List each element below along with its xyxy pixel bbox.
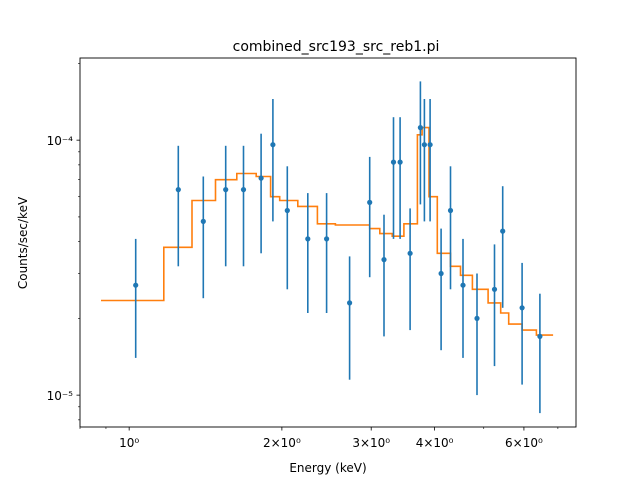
data-point bbox=[347, 300, 353, 306]
data-point bbox=[537, 333, 543, 339]
data-point bbox=[367, 199, 373, 205]
axis-ticks: 10⁰ 2×10⁰ 3×10⁰ 4×10⁰ 6×10⁰ 10⁻⁵ 10⁻⁴ bbox=[47, 63, 559, 450]
data-point bbox=[175, 187, 181, 193]
plot-area bbox=[101, 81, 554, 414]
data-point bbox=[407, 250, 413, 256]
data-point bbox=[200, 218, 206, 224]
x-axis-label: Energy (keV) bbox=[289, 461, 366, 475]
y-tick-label: 10⁻⁴ bbox=[47, 134, 74, 148]
data-point bbox=[133, 282, 139, 288]
data-point bbox=[305, 236, 311, 242]
data-point bbox=[460, 282, 466, 288]
data-point bbox=[447, 207, 454, 214]
data-point bbox=[270, 142, 276, 148]
axes-frame bbox=[79, 57, 577, 428]
data-point bbox=[381, 257, 387, 263]
y-tick-label: 10⁻⁵ bbox=[47, 389, 74, 403]
data-point bbox=[491, 286, 498, 292]
x-tick-label: 2×10⁰ bbox=[263, 436, 301, 450]
data-point bbox=[258, 175, 264, 181]
data-point bbox=[500, 228, 506, 234]
data-point bbox=[324, 236, 330, 242]
data-point bbox=[438, 270, 444, 277]
data-point bbox=[417, 125, 423, 131]
data-point bbox=[474, 315, 480, 321]
x-tick-label: 6×10⁰ bbox=[505, 436, 543, 450]
data-point bbox=[397, 159, 403, 165]
y-axis-label: Counts/sec/keV bbox=[16, 196, 30, 289]
data-point bbox=[284, 207, 290, 214]
x-tick-label: 10⁰ bbox=[119, 436, 139, 450]
model-step-line bbox=[101, 126, 554, 336]
chart-title: combined_src193_src_reb1.pi bbox=[233, 39, 440, 55]
data-point bbox=[421, 142, 427, 148]
data-point bbox=[223, 187, 229, 193]
data-point bbox=[427, 142, 433, 148]
x-tick-label: 4×10⁰ bbox=[416, 436, 454, 450]
data-point bbox=[519, 305, 525, 311]
data-point bbox=[390, 159, 397, 165]
x-tick-label: 3×10⁰ bbox=[352, 436, 390, 450]
data-point bbox=[240, 187, 247, 193]
